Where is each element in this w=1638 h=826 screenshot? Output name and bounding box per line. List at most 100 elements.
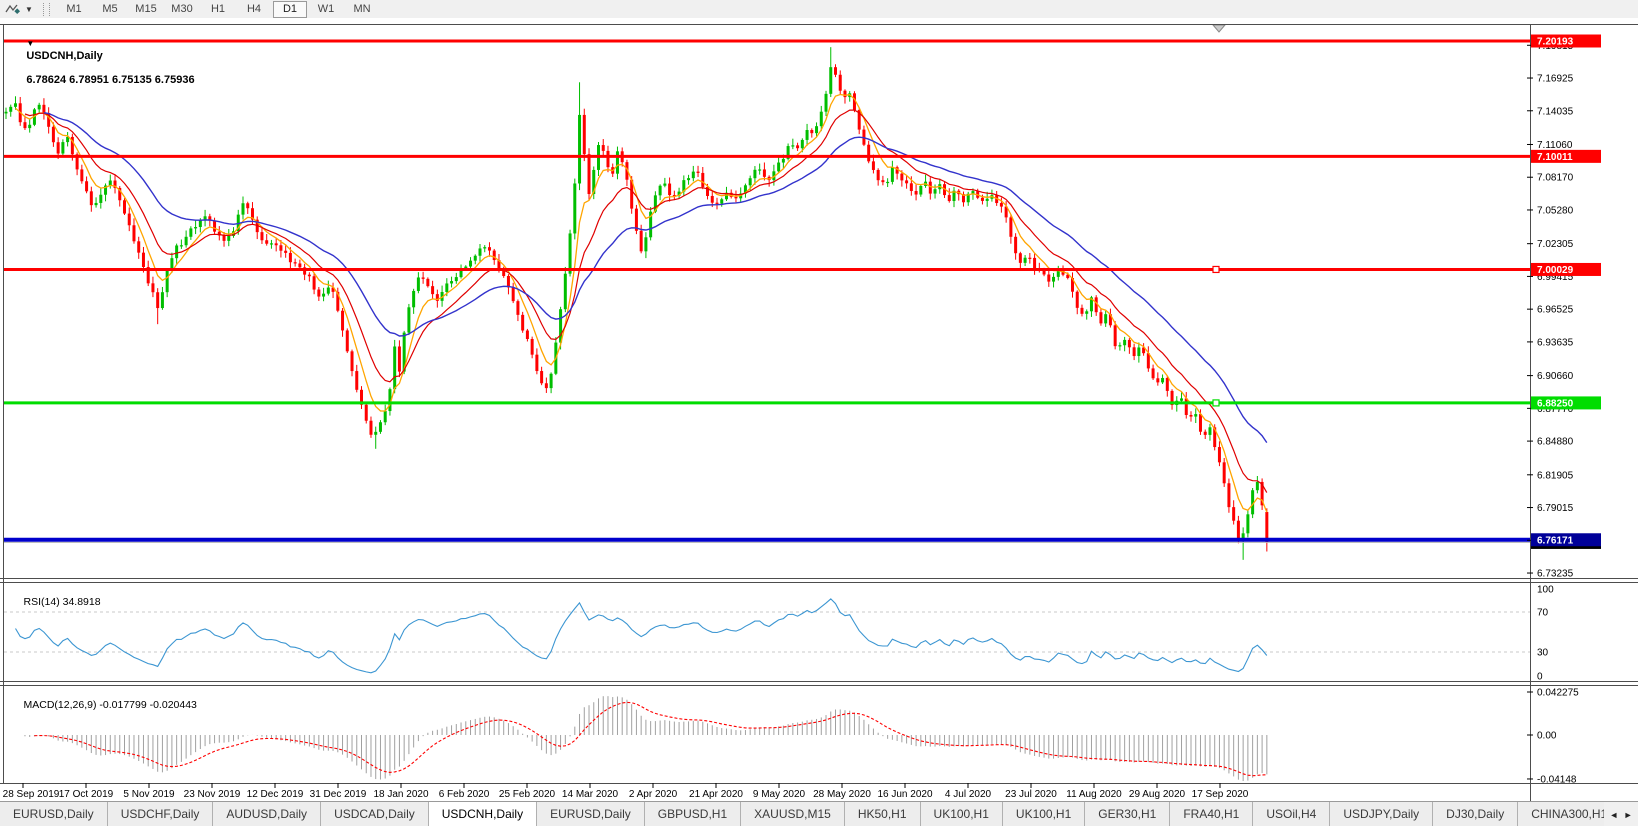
timeframe-button-m30[interactable]: M30 xyxy=(171,2,193,15)
time-axis-label: 4 Jul 2020 xyxy=(945,789,992,800)
candlestick-series xyxy=(4,47,1269,560)
time-axis-label: 23 Nov 2019 xyxy=(184,789,241,800)
chart-plot[interactable]: 7.198157.169257.140357.110607.081707.052… xyxy=(0,18,1638,801)
timeframe-button-d1[interactable]: D1 xyxy=(273,0,307,18)
time-axis-label: 31 Dec 2019 xyxy=(310,789,367,800)
chart-tab-uk100-h1[interactable]: UK100,H1 xyxy=(920,802,1003,826)
chart-tab-usdjpy-daily[interactable]: USDJPY,Daily xyxy=(1330,802,1434,826)
rsi-axis-label: 100 xyxy=(1537,585,1554,596)
timeframe-toolbar: ▼ M1 M5 M15 M30 H1 H4 D1 W1 MN xyxy=(0,0,1638,19)
chart-tab-eurusd-daily[interactable]: EURUSD,Daily xyxy=(537,802,645,826)
chart-tab-xauusd-m15[interactable]: XAUUSD,M15 xyxy=(741,802,845,826)
time-axis-label: 2 Apr 2020 xyxy=(629,789,678,800)
chart-symbol: USDCNH,Daily xyxy=(26,50,103,62)
timeframe-button-m1[interactable]: M1 xyxy=(66,2,82,15)
price-axis-label: 7.16925 xyxy=(1537,74,1574,85)
chart-tab-ger30-h1[interactable]: GER30,H1 xyxy=(1085,802,1171,826)
price-axis-label: 7.02305 xyxy=(1537,239,1574,250)
time-axis-label: 11 Aug 2020 xyxy=(1066,789,1122,800)
timeframe-button-m5[interactable]: M5 xyxy=(102,2,118,15)
rsi-axis-label: 30 xyxy=(1537,648,1549,659)
chart-shift-marker[interactable] xyxy=(1211,24,1227,33)
chart-tab-eurusd-daily[interactable]: EURUSD,Daily xyxy=(0,802,108,826)
price-axis-label: 7.11060 xyxy=(1537,140,1573,151)
time-axis-label: 14 Mar 2020 xyxy=(562,789,619,800)
indicator-cursor-icon[interactable] xyxy=(3,2,23,16)
chart-tab-uk100-h1[interactable]: UK100,H1 xyxy=(1002,802,1086,826)
price-axis-label: 6.99415 xyxy=(1537,272,1574,283)
time-axis-label: 17 Oct 2019 xyxy=(59,789,114,800)
time-axis-label: 5 Nov 2019 xyxy=(123,789,175,800)
chart-tabbar: EURUSD,Daily USDCHF,Daily AUDUSD,Daily USDC… xyxy=(0,801,1638,826)
macd-axis-label: -0.04148 xyxy=(1537,774,1577,785)
timeframe-button-h4[interactable]: H4 xyxy=(246,2,262,15)
time-axis-label: 28 May 2020 xyxy=(813,789,871,800)
hline-price-label: 6.88250 xyxy=(1537,398,1574,409)
chart-tab-usdcad-daily[interactable]: USDCAD,Daily xyxy=(321,802,429,826)
tab-scroll-left-button[interactable]: ◄ xyxy=(1609,809,1619,820)
time-axis-label: 28 Sep 2019 xyxy=(3,789,60,800)
axis-labels: 7.198157.169257.140357.110607.081707.052… xyxy=(3,41,1580,800)
chart-tab-audusd-daily[interactable]: AUDUSD,Daily xyxy=(213,802,322,826)
tab-scroll-right-button[interactable]: ► xyxy=(1623,809,1633,820)
chart-tab-china300-h1[interactable]: CHINA300,H1 xyxy=(1518,802,1622,826)
toolbar-grip[interactable] xyxy=(43,2,50,16)
macd-signal-line xyxy=(34,701,1267,777)
price-axis-label: 6.81905 xyxy=(1537,470,1574,481)
rsi-axis-label: 70 xyxy=(1537,608,1549,619)
hline-price-label: 7.00029 xyxy=(1537,265,1574,276)
macd-indicator-label: MACD(12,26,9) -0.017799 -0.020443 xyxy=(23,699,197,711)
chart-tab-gbpusd-h1[interactable]: GBPUSD,H1 xyxy=(644,802,742,826)
time-axis-label: 6 Feb 2020 xyxy=(439,789,490,800)
price-axis-label: 6.73235 xyxy=(1537,569,1574,580)
macd-pane xyxy=(24,696,1268,781)
hline-price-label: 7.10011 xyxy=(1537,152,1573,163)
chart-tab-hk50-h1[interactable]: HK50,H1 xyxy=(844,802,921,826)
macd-axis-label: 0.00 xyxy=(1537,731,1557,742)
timeframe-button-m15[interactable]: M15 xyxy=(135,2,157,15)
chart-window[interactable]: ▼ USDCNH,Daily 6.78624 6.78951 6.75135 6… xyxy=(0,18,1638,801)
time-axis-label: 23 Jul 2020 xyxy=(1005,789,1057,800)
time-axis-label: 21 Apr 2020 xyxy=(689,789,743,800)
macd-axis-label: 0.042275 xyxy=(1537,688,1579,699)
chart-title: ▼ USDCNH,Daily 6.78624 6.78951 6.75135 6… xyxy=(8,26,195,98)
rsi-line xyxy=(15,598,1268,674)
timeframe-button-w1[interactable]: W1 xyxy=(317,2,335,15)
time-axis-label: 29 Aug 2020 xyxy=(1129,789,1186,800)
time-axis-label: 12 Dec 2019 xyxy=(247,789,304,800)
price-axis-label: 6.93635 xyxy=(1537,337,1574,348)
pane-frames xyxy=(0,24,1638,801)
chart-tab-fra40-h1[interactable]: FRA40,H1 xyxy=(1170,802,1254,826)
price-axis-label: 7.05280 xyxy=(1537,205,1574,216)
chart-ohlc: 6.78624 6.78951 6.75135 6.75936 xyxy=(26,74,195,86)
price-axis-label: 7.08170 xyxy=(1537,173,1574,184)
horizontal-lines[interactable] xyxy=(4,24,1530,543)
tab-scroll-arrows: ◄ ► xyxy=(1604,801,1638,826)
rsi-axis-label: 0 xyxy=(1537,672,1543,683)
indicator-dropdown-caret[interactable]: ▼ xyxy=(25,4,33,14)
timeframe-button-mn[interactable]: MN xyxy=(353,2,371,15)
price-axis-label: 6.84880 xyxy=(1537,437,1574,448)
price-axis-label: 6.90660 xyxy=(1537,371,1574,382)
time-axis-label: 16 Jun 2020 xyxy=(877,789,932,800)
time-axis-label: 9 May 2020 xyxy=(753,789,806,800)
chart-tab-usdchf-daily[interactable]: USDCHF,Daily xyxy=(107,802,214,826)
rsi-indicator-label: RSI(14) 34.8918 xyxy=(23,596,101,608)
time-axis-label: 18 Jan 2020 xyxy=(373,789,428,800)
timeframe-button-h1[interactable]: H1 xyxy=(210,2,226,15)
price-line-labels: 6.759367.201937.100117.000296.882506.761… xyxy=(1531,34,1601,549)
rsi-pane xyxy=(4,598,1530,674)
time-axis-label: 25 Feb 2020 xyxy=(499,789,556,800)
hline-price-label: 6.76171 xyxy=(1537,535,1574,546)
hline-price-label: 7.20193 xyxy=(1537,37,1574,48)
timeframe-buttons: M1 M5 M15 M30 H1 H4 D1 W1 MN xyxy=(56,0,380,18)
chart-collapse-caret[interactable]: ▼ xyxy=(26,39,35,48)
price-axis-label: 6.96525 xyxy=(1537,305,1574,316)
chart-tab-dj30-daily[interactable]: DJ30,Daily xyxy=(1433,802,1519,826)
time-axis-label: 17 Sep 2020 xyxy=(1192,789,1249,800)
price-axis-label: 7.14035 xyxy=(1537,106,1574,117)
chart-tab-usdcnh-daily[interactable]: USDCNH,Daily xyxy=(428,802,538,826)
chart-tab-usoil-h4[interactable]: USOil,H4 xyxy=(1253,802,1331,826)
price-axis-label: 6.79015 xyxy=(1537,503,1574,514)
